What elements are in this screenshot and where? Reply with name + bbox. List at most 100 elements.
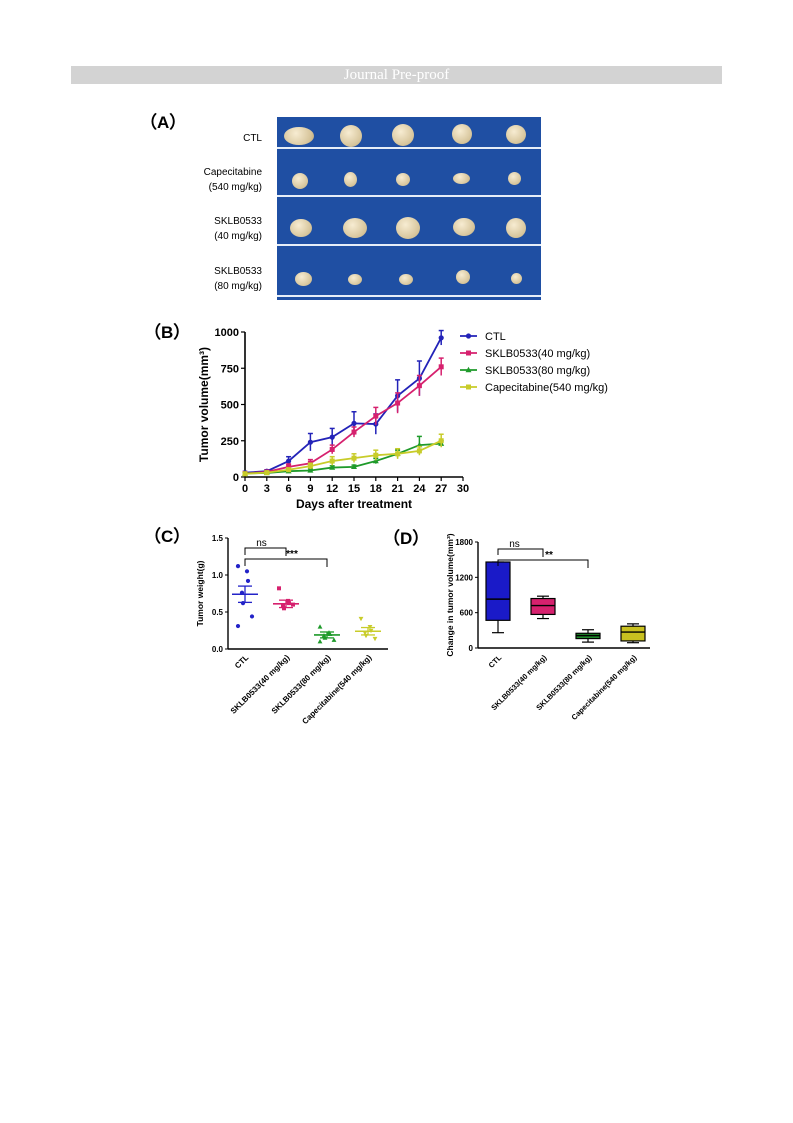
tumor-80-1 bbox=[295, 272, 312, 286]
tumor-ctl-5 bbox=[506, 125, 526, 144]
photo-group-label-2-line2: (540 mg/kg) bbox=[208, 182, 262, 193]
y-axis-label: Change in tumor volume(mm³) bbox=[445, 533, 455, 656]
data-point bbox=[331, 637, 337, 642]
photo-group-label-3-line2: (40 mg/kg) bbox=[214, 231, 262, 242]
photo-divider bbox=[277, 195, 541, 197]
tumor-80-4 bbox=[456, 270, 470, 284]
tumor-40-2 bbox=[343, 218, 367, 238]
data-point bbox=[235, 564, 241, 569]
panel-label-c: （C） bbox=[144, 527, 191, 546]
data-point bbox=[244, 569, 250, 574]
significance-label: ** bbox=[545, 550, 553, 561]
box bbox=[530, 597, 556, 616]
data-point bbox=[373, 452, 379, 458]
data-point bbox=[438, 438, 444, 444]
tumor-cap-3 bbox=[396, 173, 410, 186]
photo-group-label-4-line2: (80 mg/kg) bbox=[214, 281, 262, 292]
series-line bbox=[244, 337, 442, 474]
data-point bbox=[395, 451, 401, 457]
y-tick-label: 600 bbox=[460, 609, 474, 618]
data-point bbox=[249, 614, 255, 619]
significance-bracket bbox=[244, 558, 328, 567]
data-point bbox=[395, 400, 401, 406]
data-point bbox=[351, 420, 357, 426]
photo-group-label-2: Capecitabine (540 mg/kg) bbox=[172, 165, 262, 195]
tumor-volume-line-chart: 0 250 500 750 1000 0 3 6 9 12 15 18 21 24 27 30 Days aft… bbox=[197, 327, 608, 511]
data-point bbox=[281, 604, 285, 609]
tumor-ctl-3 bbox=[392, 124, 414, 146]
tumor-cap-5 bbox=[508, 172, 521, 185]
data-point bbox=[286, 598, 290, 603]
photo-group-label-3-line1: SKLB0533 bbox=[214, 216, 262, 227]
tumor-cap-4 bbox=[453, 173, 470, 184]
y-axis-label: Tumor weight(g) bbox=[195, 560, 205, 626]
data-point bbox=[329, 464, 336, 470]
group-2 bbox=[314, 624, 340, 644]
significance-bracket bbox=[497, 559, 589, 568]
x-tick-label: 3 bbox=[264, 483, 270, 495]
journal-banner: Journal Pre-proof bbox=[71, 66, 722, 84]
tumor-80-3 bbox=[399, 274, 413, 285]
data-point bbox=[317, 624, 323, 629]
series-3 bbox=[242, 433, 444, 477]
data-point bbox=[372, 636, 378, 642]
series-line bbox=[244, 366, 442, 475]
data-point bbox=[373, 413, 379, 419]
x-tick-label: 27 bbox=[435, 483, 447, 495]
data-point bbox=[351, 455, 357, 461]
photo-group-label-1: CTL bbox=[172, 131, 262, 146]
data-point bbox=[317, 639, 323, 644]
data-point bbox=[277, 586, 281, 591]
panel-label-a: （A） bbox=[140, 113, 187, 132]
tumor-ctl-4 bbox=[452, 124, 472, 144]
y-tick-label: 500 bbox=[221, 400, 239, 412]
x-tick-label: 21 bbox=[391, 483, 403, 495]
data-point bbox=[282, 606, 286, 611]
category-label: Capecitabine(540 mg/kg) bbox=[300, 653, 373, 726]
y-tick-label: 0.0 bbox=[212, 645, 224, 654]
tumor-80-5 bbox=[511, 273, 522, 284]
x-tick-label: 30 bbox=[457, 483, 469, 495]
y-tick-label: 1000 bbox=[215, 327, 239, 339]
data-point bbox=[242, 471, 248, 477]
data-point bbox=[351, 429, 357, 435]
x-tick-label: 12 bbox=[326, 483, 338, 495]
y-axis-label: Tumor volume(mm³) bbox=[197, 347, 211, 462]
x-tick-label: 18 bbox=[370, 483, 382, 495]
group-3 bbox=[355, 616, 381, 642]
box-2 bbox=[575, 629, 601, 643]
significance-bracket bbox=[244, 547, 287, 556]
group-1 bbox=[273, 586, 299, 611]
data-point bbox=[286, 458, 292, 464]
x-tick-label: 15 bbox=[348, 483, 360, 495]
significance-bracket bbox=[497, 548, 544, 557]
data-point bbox=[416, 448, 422, 454]
y-tick-label: 1.0 bbox=[212, 571, 224, 580]
box-1 bbox=[530, 595, 556, 620]
legend-label: Capecitabine(540 mg/kg) bbox=[485, 382, 608, 394]
x-tick-label: 9 bbox=[307, 483, 313, 495]
y-tick-label: 750 bbox=[221, 363, 239, 375]
tumor-40-1 bbox=[290, 219, 312, 237]
legend-marker bbox=[465, 333, 472, 339]
series-2 bbox=[242, 435, 445, 476]
legend-marker bbox=[466, 350, 471, 356]
box-3 bbox=[620, 623, 646, 644]
tumor-40-5 bbox=[506, 218, 526, 238]
category-label: CTL bbox=[487, 653, 504, 670]
data-point bbox=[329, 434, 335, 440]
data-point bbox=[307, 463, 313, 469]
y-tick-label: 0.5 bbox=[212, 608, 224, 617]
legend-label: CTL bbox=[485, 331, 506, 343]
tumor-ctl-1 bbox=[284, 127, 314, 145]
data-point bbox=[372, 457, 379, 464]
data-point bbox=[264, 470, 270, 476]
y-tick-label: 1.5 bbox=[212, 534, 224, 543]
data-point bbox=[307, 439, 313, 445]
legend-marker bbox=[466, 384, 471, 390]
significance-label: ns bbox=[256, 538, 267, 549]
data-point bbox=[286, 467, 292, 473]
photo-group-label-1-line1: CTL bbox=[243, 133, 262, 144]
box bbox=[620, 625, 646, 642]
data-point bbox=[235, 623, 241, 629]
